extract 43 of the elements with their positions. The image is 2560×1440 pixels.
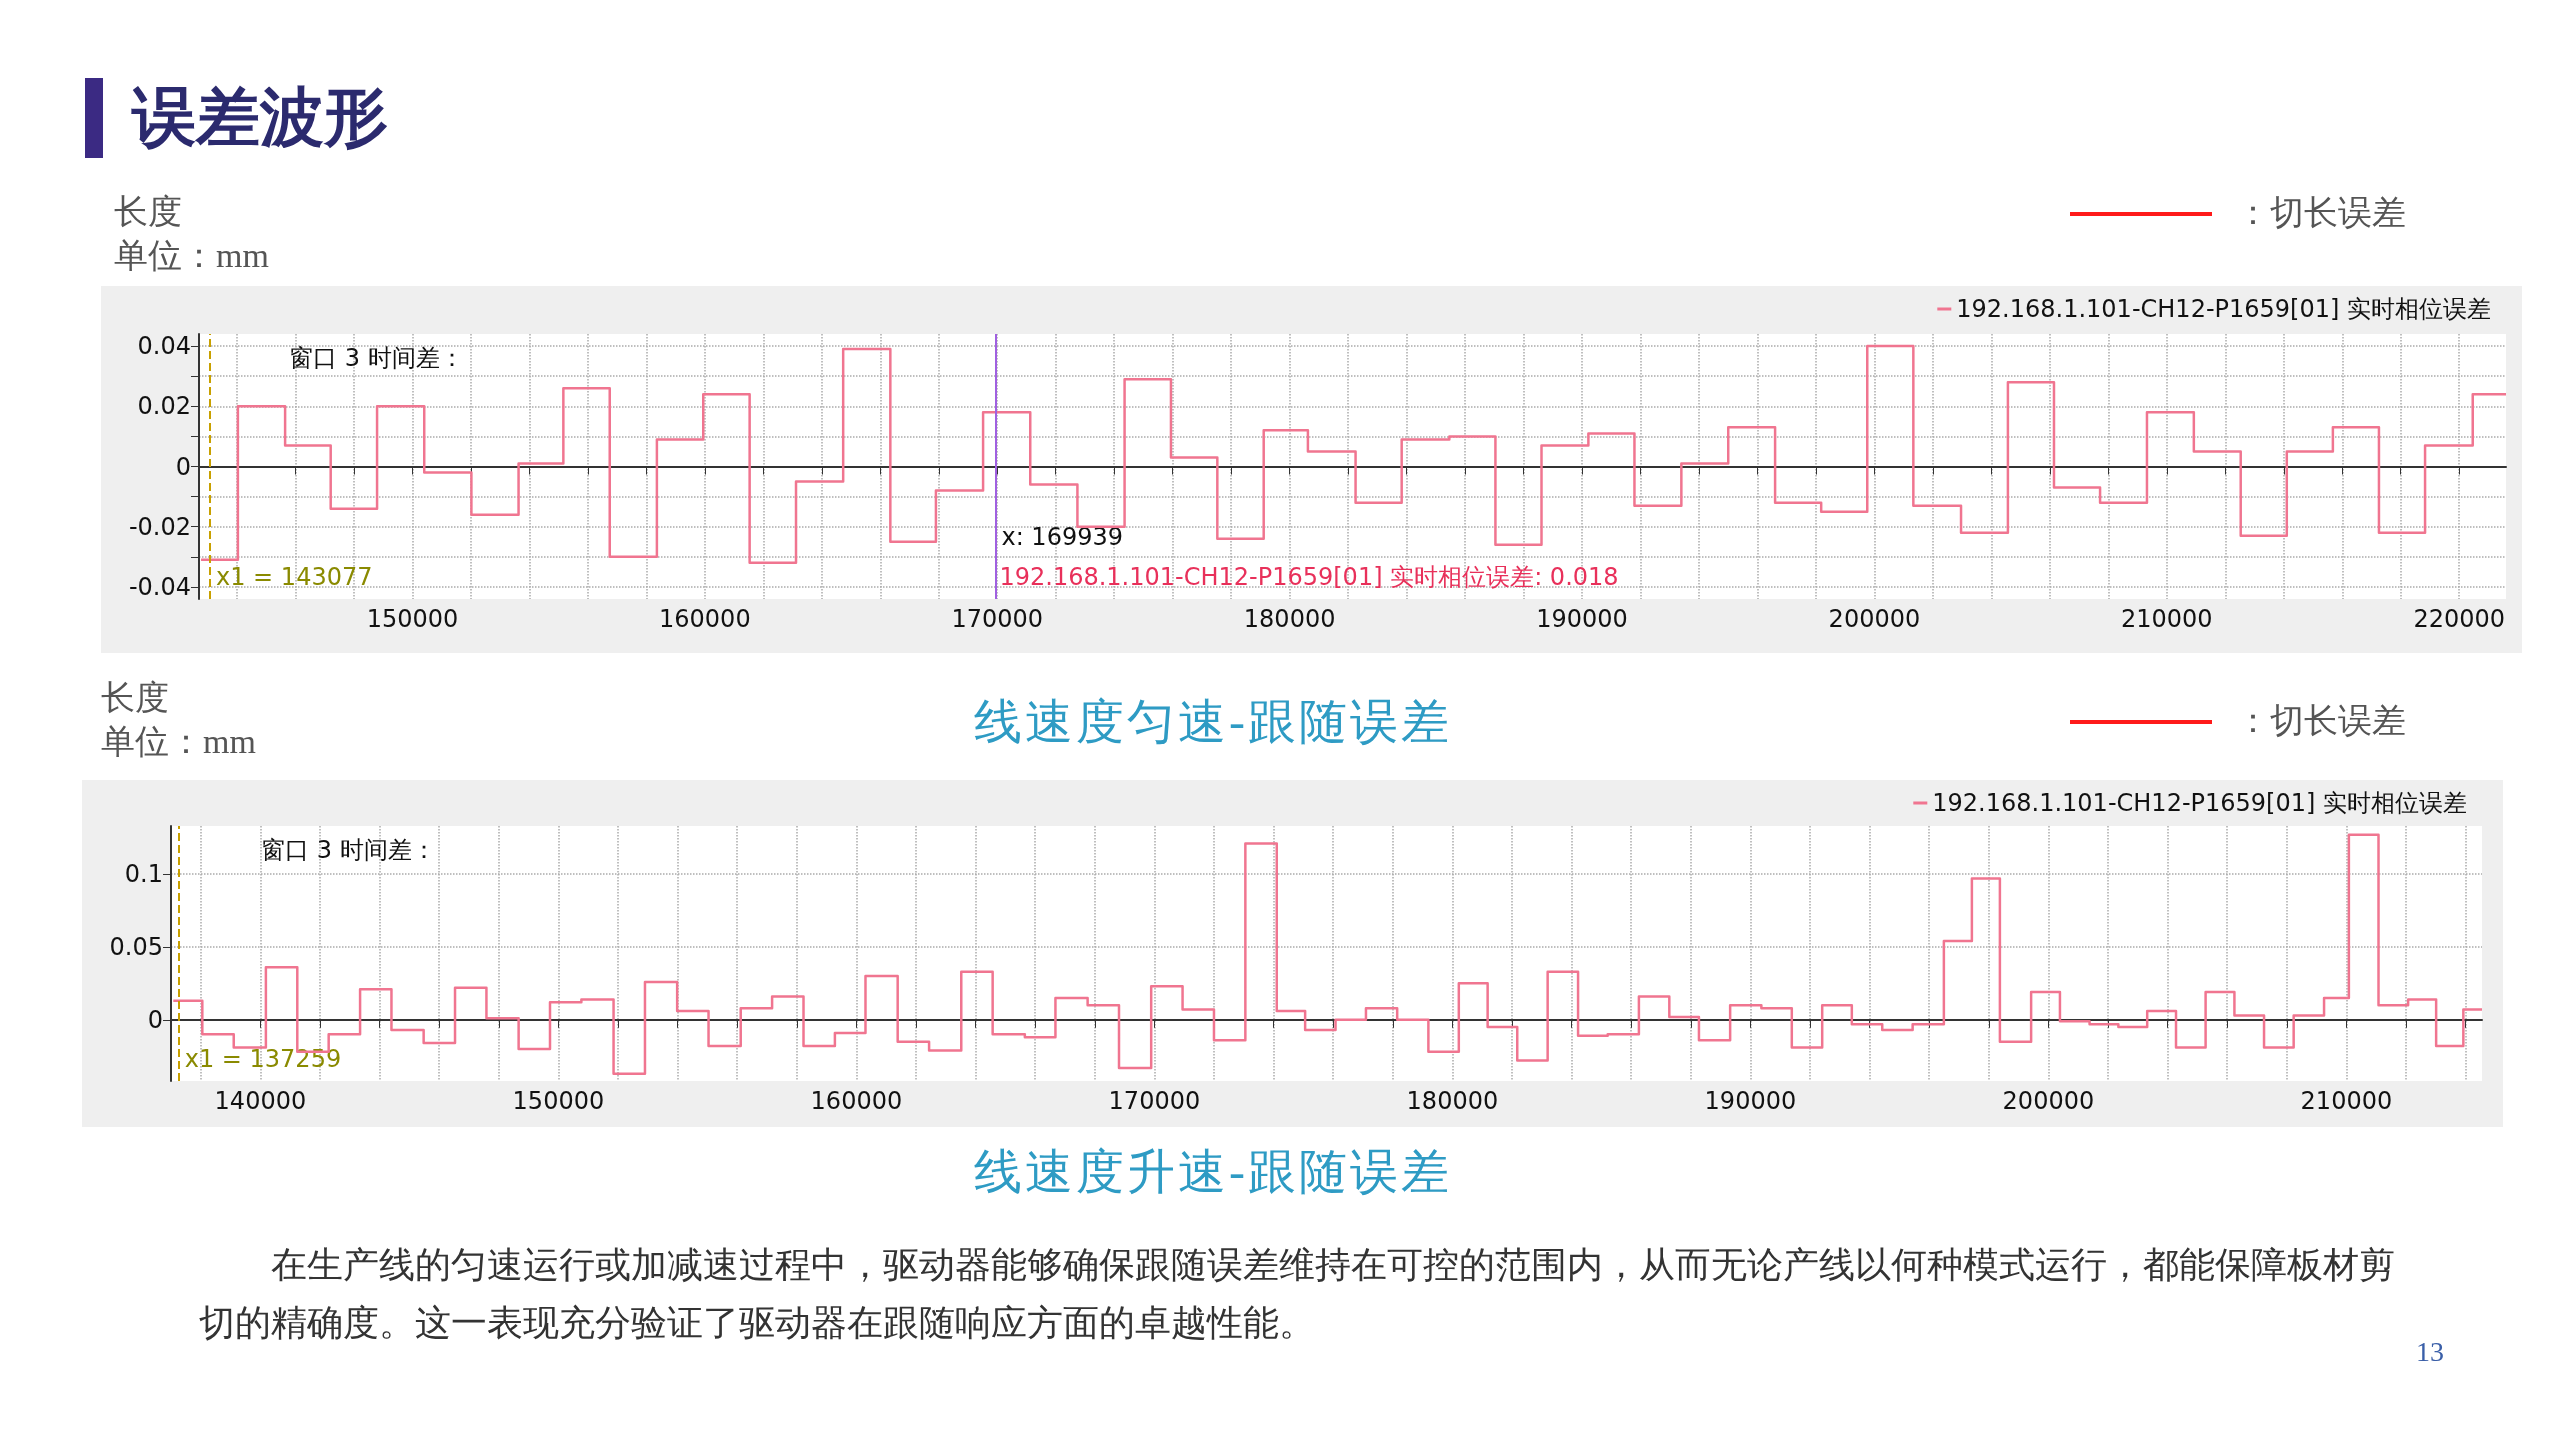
x-tick-label: 210000 xyxy=(2121,605,2213,633)
text: 线速度升速-跟随误差 xyxy=(973,1144,1453,1200)
y-tick-label: -0.04 xyxy=(128,572,191,601)
x-tick-label: 150000 xyxy=(366,605,459,633)
legend-label: 192.168.1.101-CH12-P1659[01] 实时相位误差 xyxy=(1932,789,2468,817)
x-tick-label: 210000 xyxy=(2300,1087,2393,1115)
ref-line-label: x: 169939 xyxy=(1001,523,1123,551)
text: 在生产线的匀速运行或加减速过程中，驱动器能够确保跟随误差维持在可控的范围内，从而无论产线以何种模式运行，都能保障板材剪切的精确度。这一表现充分验证了驱动器在跟随响应方面的卓越性能。 xyxy=(199,1243,2396,1345)
x-tick-label: 170000 xyxy=(951,605,1044,633)
x-tick-label: 220000 xyxy=(2413,605,2506,633)
ref-line-label: x1 = 143077 xyxy=(216,563,373,591)
y-tick-label: 0.1 xyxy=(124,860,163,889)
annotation: 窗口 3 时间差： xyxy=(261,836,436,864)
text: 13 xyxy=(2416,1336,2444,1368)
x-tick-label: 180000 xyxy=(1406,1087,1499,1115)
x-tick-label: 140000 xyxy=(214,1087,307,1115)
y-tick-label: 0 xyxy=(175,452,191,481)
text: 线速度匀速-跟随误差 xyxy=(974,695,1452,748)
y-axis-title: 长度 xyxy=(114,192,182,232)
x-tick-label: 150000 xyxy=(512,1087,605,1115)
x-tick-label: 180000 xyxy=(1243,605,1336,633)
text: 单位：mm xyxy=(101,722,256,762)
legend-label: 192.168.1.101-CH12-P1659[01] 实时相位误差 xyxy=(1956,295,2492,323)
chart-title: 误差波形 xyxy=(132,79,388,156)
x-tick-label: 200000 xyxy=(2002,1087,2095,1115)
x-tick-label: 190000 xyxy=(1536,605,1628,633)
text: ：切长误差 xyxy=(2236,701,2406,741)
text: ：切长误差 xyxy=(2236,193,2406,233)
y-axis-title: 长度 xyxy=(101,678,169,718)
annotation: 窗口 3 时间差： xyxy=(289,344,464,372)
x-tick-label: 160000 xyxy=(659,605,751,633)
y-tick-label: 0 xyxy=(147,1005,163,1034)
y-tick-label: 0.02 xyxy=(137,392,191,421)
x-tick-label: 190000 xyxy=(1704,1087,1797,1115)
x-tick-label: 160000 xyxy=(810,1087,903,1115)
y-tick-label: -0.02 xyxy=(128,512,191,541)
text: 单位：mm xyxy=(114,236,269,276)
annotation: 192.168.1.101-CH12-P1659[01] 实时相位误差: 0.018 xyxy=(999,563,1619,591)
y-tick-label: 0.04 xyxy=(137,332,191,361)
x-tick-label: 200000 xyxy=(1828,605,1921,633)
ref-line-label: x1 = 137259 xyxy=(184,1045,342,1073)
y-tick-label: 0.05 xyxy=(109,932,163,961)
x-tick-label: 170000 xyxy=(1108,1087,1201,1115)
